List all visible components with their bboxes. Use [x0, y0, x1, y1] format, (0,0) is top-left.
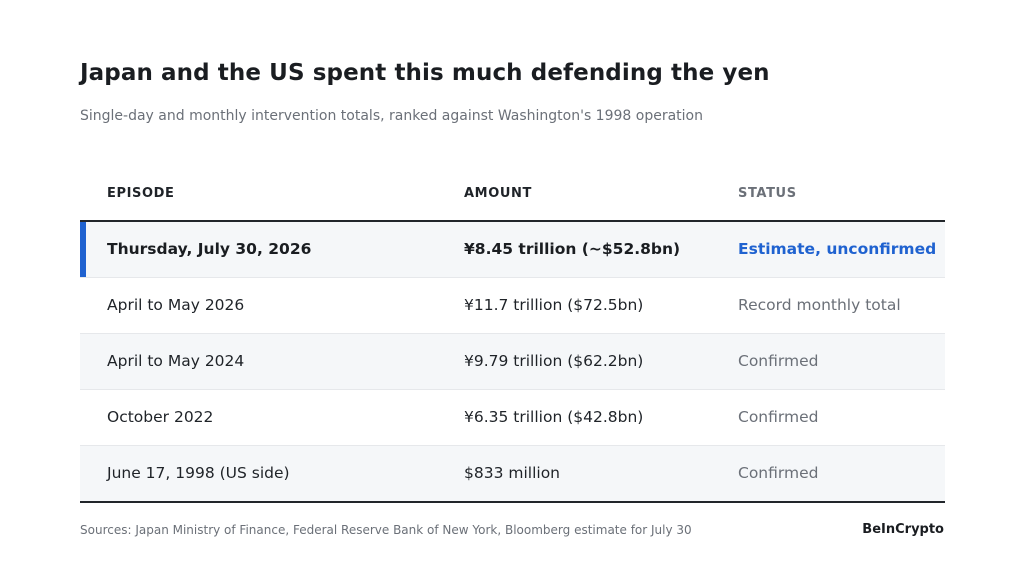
- column-header-episode: EPISODE: [107, 186, 175, 201]
- sources-note: Sources: Japan Ministry of Finance, Fede…: [80, 523, 692, 537]
- table-row-highlighted: Thursday, July 30, 2026 ¥8.45 trillion (…: [80, 222, 945, 278]
- cell-amount: ¥11.7 trillion ($72.5bn): [464, 296, 644, 314]
- cell-episode: April to May 2026: [107, 296, 245, 314]
- page-title: Japan and the US spent this much defendi…: [80, 60, 770, 86]
- page-subtitle: Single-day and monthly intervention tota…: [80, 108, 703, 124]
- cell-status: Record monthly total: [738, 296, 901, 314]
- intervention-table: EPISODE AMOUNT STATUS Thursday, July 30,…: [80, 166, 945, 503]
- brand-logo-text: BeInCrypto: [862, 522, 944, 537]
- cell-amount: ¥9.79 trillion ($62.2bn): [464, 352, 644, 370]
- cell-episode: June 17, 1998 (US side): [107, 464, 290, 482]
- column-header-amount: AMOUNT: [464, 186, 532, 201]
- cell-status: Confirmed: [738, 464, 819, 482]
- column-header-status: STATUS: [738, 186, 797, 201]
- cell-episode: Thursday, July 30, 2026: [107, 240, 312, 258]
- cell-amount: ¥6.35 trillion ($42.8bn): [464, 408, 644, 426]
- table-row: April to May 2026 ¥11.7 trillion ($72.5b…: [80, 278, 945, 334]
- table-row: April to May 2024 ¥9.79 trillion ($62.2b…: [80, 334, 945, 390]
- table-row: June 17, 1998 (US side) $833 million Con…: [80, 446, 945, 503]
- cell-amount: $833 million: [464, 464, 561, 482]
- cell-episode: October 2022: [107, 408, 214, 426]
- cell-episode: April to May 2024: [107, 352, 245, 370]
- highlight-accent-bar: [80, 222, 86, 277]
- cell-status: Confirmed: [738, 352, 819, 370]
- cell-status: Confirmed: [738, 408, 819, 426]
- cell-amount: ¥8.45 trillion (~$52.8bn): [464, 240, 681, 258]
- cell-status: Estimate, unconfirmed: [738, 240, 937, 258]
- table-row: October 2022 ¥6.35 trillion ($42.8bn) Co…: [80, 390, 945, 446]
- table-header: EPISODE AMOUNT STATUS: [80, 166, 945, 222]
